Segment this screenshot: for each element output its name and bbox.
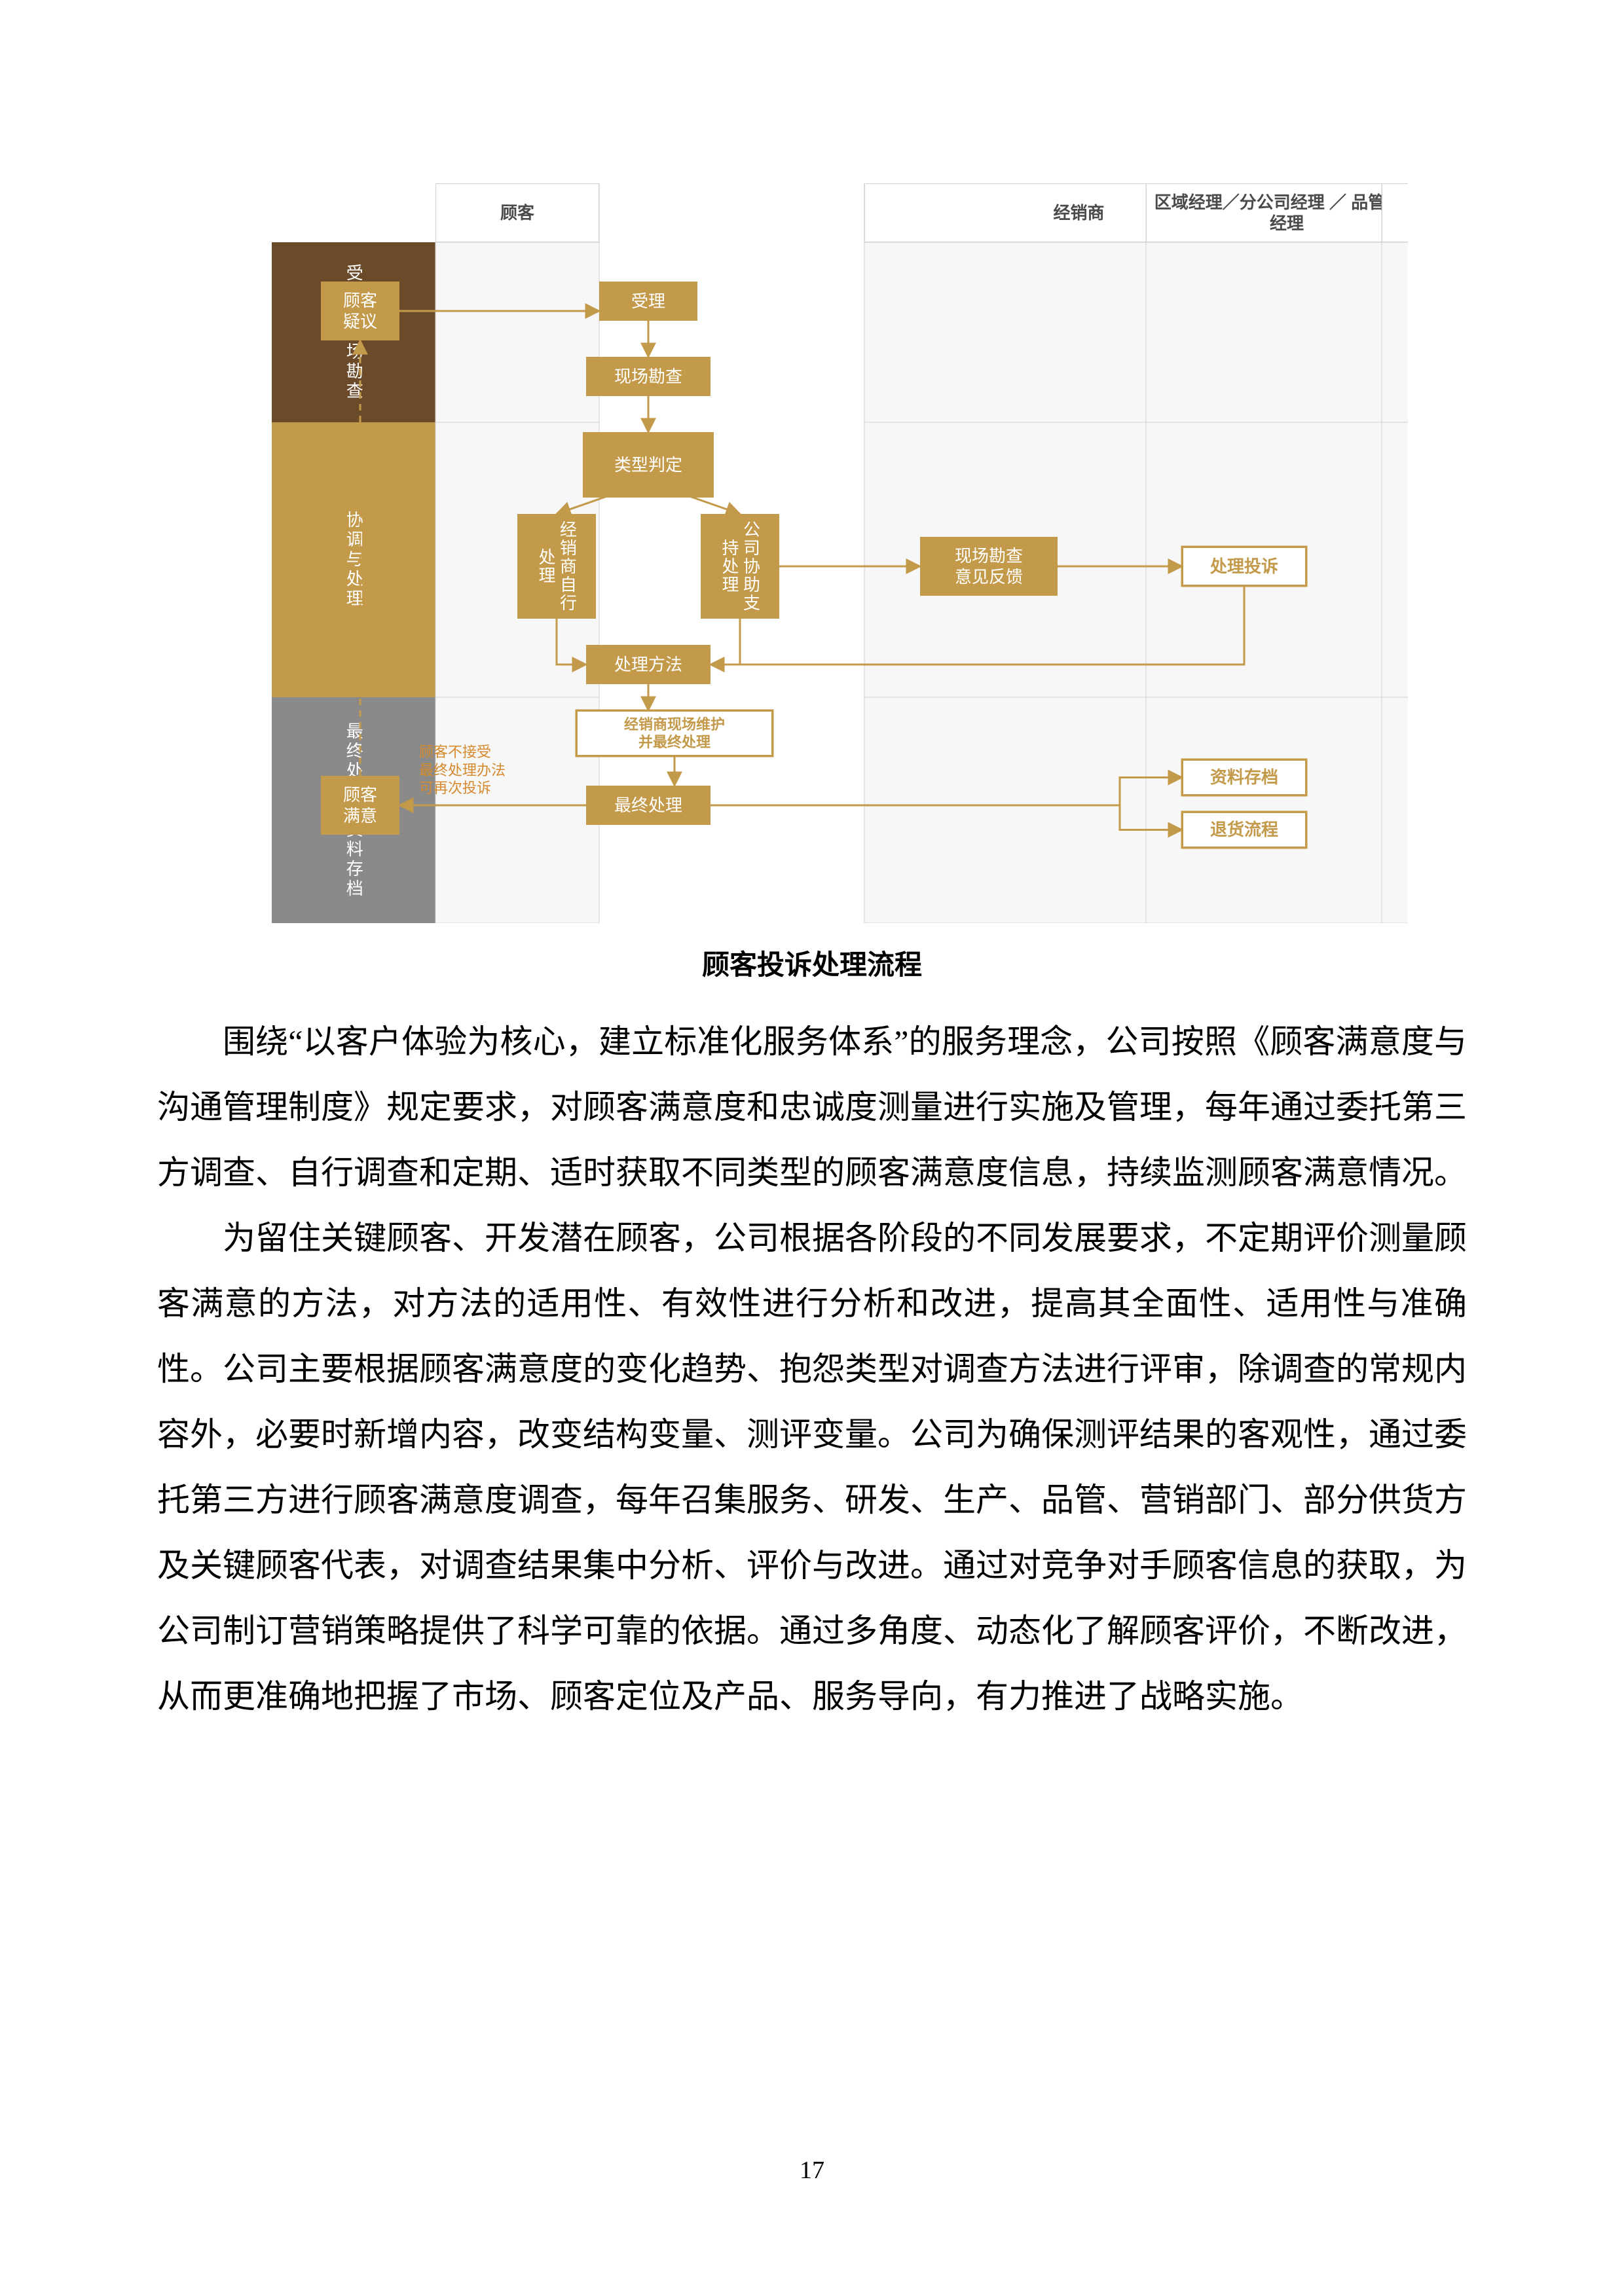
body-paragraph-1: 围绕“以客户体验为核心，建立标准化服务体系”的服务理念，公司按照《顾客满意度与沟… [157, 1009, 1467, 1205]
document-page: 顾客经销商区域经理／分公司经理 ／ 品管部副经理客户服务中心受理与现场勘查协调与… [0, 0, 1624, 2296]
body-paragraph-2: 为留住关键顾客、开发潜在顾客，公司根据各阶段的不同发展要求，不定期评价测量顾客满… [157, 1205, 1467, 1729]
flowchart-complaint-process: 顾客经销商区域经理／分公司经理 ／ 品管部副经理客户服务中心受理与现场勘查协调与… [216, 183, 1408, 923]
page-number: 17 [0, 2156, 1624, 2185]
diagram-caption: 顾客投诉处理流程 [157, 943, 1467, 983]
